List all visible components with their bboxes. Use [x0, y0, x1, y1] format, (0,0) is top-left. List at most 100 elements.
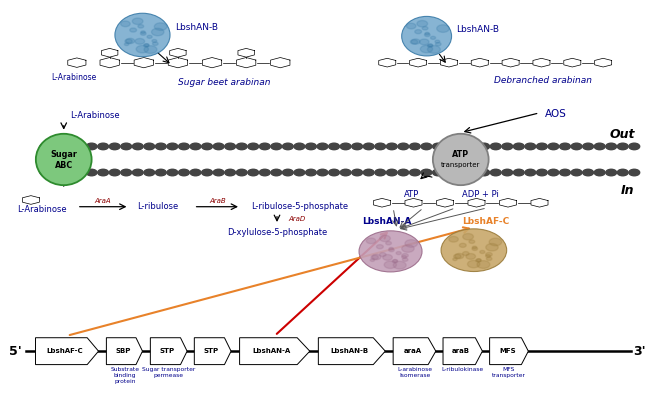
Bar — [458, 158, 465, 170]
Polygon shape — [237, 57, 256, 68]
Bar — [204, 146, 210, 158]
Text: In: In — [621, 183, 635, 197]
Circle shape — [141, 31, 145, 33]
Circle shape — [132, 169, 143, 176]
Circle shape — [383, 254, 392, 260]
Polygon shape — [531, 199, 548, 207]
Circle shape — [594, 169, 605, 176]
Text: AOS: AOS — [545, 109, 567, 119]
Ellipse shape — [36, 134, 92, 185]
Bar — [77, 146, 84, 158]
Bar — [389, 146, 395, 158]
Bar — [285, 158, 291, 170]
Text: LbshAF-C: LbshAF-C — [46, 348, 83, 354]
Text: STP: STP — [159, 348, 175, 354]
Circle shape — [340, 169, 351, 176]
Polygon shape — [168, 57, 188, 68]
Bar — [192, 158, 199, 170]
Circle shape — [132, 18, 143, 25]
Circle shape — [384, 261, 397, 269]
Polygon shape — [106, 338, 142, 365]
Bar — [308, 158, 314, 170]
Ellipse shape — [433, 134, 488, 185]
Circle shape — [109, 169, 120, 176]
Circle shape — [363, 169, 374, 176]
Circle shape — [393, 259, 397, 262]
Circle shape — [121, 169, 132, 176]
Bar — [354, 146, 360, 158]
Circle shape — [125, 39, 132, 43]
Circle shape — [372, 254, 381, 259]
Polygon shape — [533, 58, 550, 67]
Text: Sugar transporter
permease: Sugar transporter permease — [142, 367, 196, 378]
Bar — [389, 158, 395, 170]
Polygon shape — [374, 199, 391, 207]
Circle shape — [213, 143, 224, 150]
Polygon shape — [100, 57, 119, 68]
Circle shape — [422, 27, 428, 30]
Circle shape — [469, 240, 474, 244]
Bar — [481, 158, 488, 170]
Text: STP: STP — [204, 348, 219, 354]
Bar — [504, 146, 511, 158]
Polygon shape — [101, 49, 118, 57]
Bar — [585, 158, 592, 170]
Circle shape — [536, 143, 548, 150]
Bar — [296, 158, 303, 170]
Text: SBP: SBP — [115, 348, 130, 354]
Text: L-ribulokinase: L-ribulokinase — [442, 367, 484, 372]
Bar — [573, 146, 580, 158]
Circle shape — [179, 143, 189, 150]
Polygon shape — [405, 199, 422, 207]
Circle shape — [167, 143, 178, 150]
Text: LbshAN-B: LbshAN-B — [175, 23, 218, 31]
Bar — [296, 146, 303, 158]
Circle shape — [136, 45, 148, 53]
Circle shape — [411, 39, 420, 44]
Circle shape — [283, 143, 293, 150]
Polygon shape — [393, 338, 436, 365]
Circle shape — [421, 169, 432, 176]
Circle shape — [421, 143, 432, 150]
Ellipse shape — [402, 16, 451, 56]
Bar — [215, 158, 222, 170]
Bar — [53, 146, 61, 158]
Bar — [123, 146, 130, 158]
Bar — [492, 146, 499, 158]
Bar — [273, 158, 280, 170]
Bar — [377, 146, 384, 158]
Bar — [469, 146, 476, 158]
Circle shape — [190, 143, 201, 150]
Circle shape — [98, 143, 109, 150]
Bar — [343, 146, 349, 158]
Circle shape — [629, 169, 640, 176]
Bar — [134, 146, 141, 158]
Circle shape — [386, 169, 397, 176]
Circle shape — [502, 169, 513, 176]
Bar — [111, 146, 118, 158]
Text: L-Arabinose: L-Arabinose — [71, 111, 120, 119]
Circle shape — [260, 169, 270, 176]
Circle shape — [154, 23, 167, 30]
Bar — [204, 158, 210, 170]
Circle shape — [125, 43, 129, 45]
Polygon shape — [150, 338, 187, 365]
Circle shape — [386, 242, 391, 245]
Circle shape — [389, 248, 394, 252]
Circle shape — [513, 169, 524, 176]
Bar — [435, 146, 442, 158]
Bar — [435, 158, 442, 170]
Circle shape — [415, 29, 422, 34]
Polygon shape — [240, 338, 310, 365]
Circle shape — [409, 169, 420, 176]
Text: L-Arabinose: L-Arabinose — [17, 205, 67, 215]
Circle shape — [389, 248, 393, 250]
Circle shape — [490, 143, 501, 150]
Bar — [285, 146, 291, 158]
Circle shape — [490, 169, 501, 176]
Bar — [181, 146, 187, 158]
Circle shape — [428, 44, 433, 47]
Circle shape — [152, 28, 164, 36]
Circle shape — [437, 25, 449, 32]
Bar — [550, 146, 557, 158]
